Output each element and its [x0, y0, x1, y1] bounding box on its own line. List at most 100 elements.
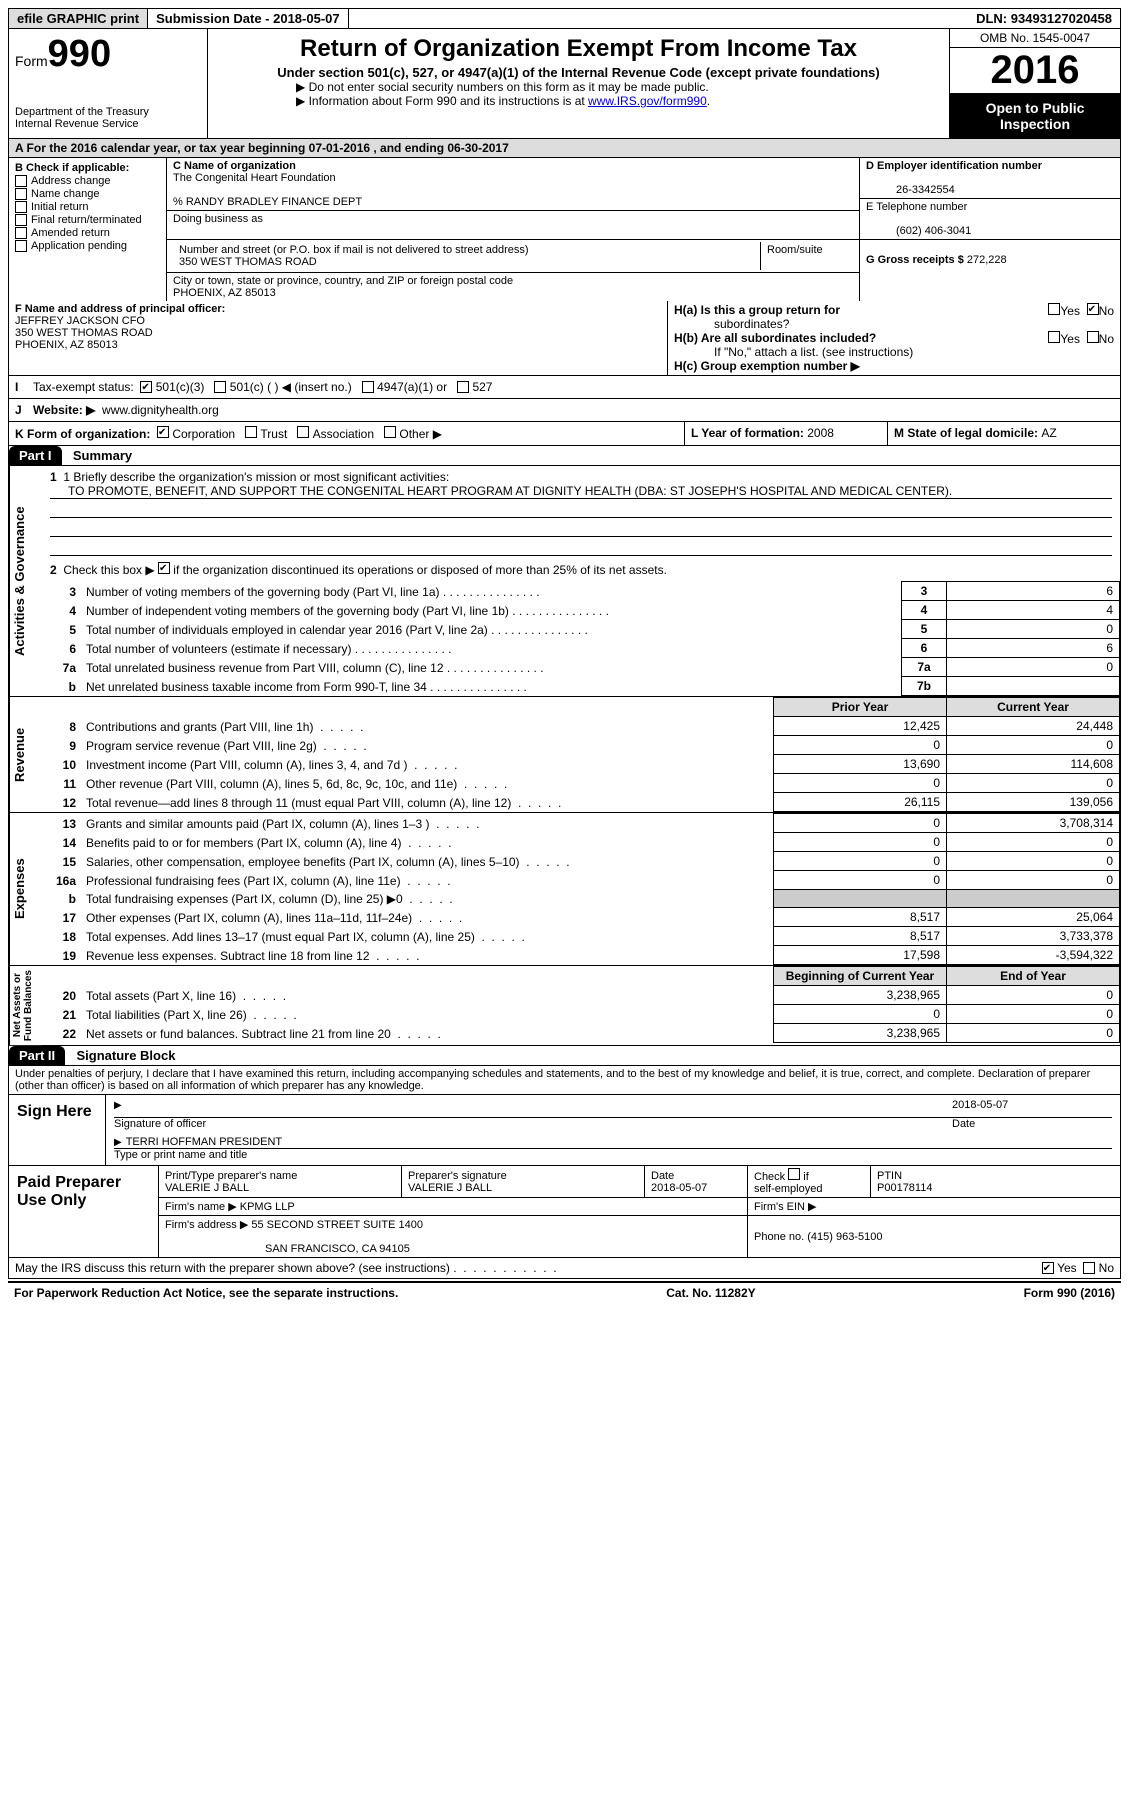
hb2: If "No," attach a list. (see instruction…: [674, 345, 913, 359]
lbl-name: Name change: [31, 188, 100, 200]
firm-addr2: SAN FRANCISCO, CA 94105: [165, 1243, 410, 1255]
col-f-officer: F Name and address of principal officer:…: [9, 301, 668, 375]
section-netassets: Net Assets or Fund Balances Beginning of…: [8, 966, 1121, 1046]
exp-body: 13Grants and similar amounts paid (Part …: [42, 813, 1120, 965]
hdr-current-year: Current Year: [947, 698, 1120, 717]
chk-527[interactable]: [457, 381, 469, 393]
bullet-info: ▶ Information about Form 990 and its ins…: [296, 94, 941, 108]
chk-name-change[interactable]: Name change: [15, 188, 160, 200]
careof: % RANDY BRADLEY FINANCE DEPT: [173, 196, 362, 208]
lbl-initial: Initial return: [31, 201, 88, 213]
exp-table: 13Grants and similar amounts paid (Part …: [42, 813, 1120, 965]
gov-table: 3Number of voting members of the governi…: [42, 581, 1120, 696]
part-i-title: Summary: [65, 448, 132, 463]
lbl-final: Final return/terminated: [31, 214, 142, 226]
open1: Open to Public: [986, 100, 1085, 116]
hb-no[interactable]: [1087, 331, 1099, 343]
spacer: [349, 9, 968, 28]
table-row: 3Number of voting members of the governi…: [42, 582, 1120, 601]
part-ii-tag: Part II: [9, 1046, 65, 1065]
yes2: Yes: [1060, 332, 1080, 346]
efile-print-button[interactable]: efile GRAPHIC print: [9, 9, 148, 28]
lbl-address: Address change: [31, 175, 111, 187]
m-val: AZ: [1041, 426, 1056, 440]
sig-date-val: 2018-05-07: [952, 1099, 1112, 1118]
chk-4947[interactable]: [362, 381, 374, 393]
ha-no[interactable]: [1087, 303, 1099, 315]
open-to-public: Open to Public Inspection: [950, 94, 1120, 138]
table-row: 22Net assets or fund balances. Subtract …: [42, 1024, 1120, 1043]
opt-other: Other ▶: [399, 427, 442, 441]
chk-address-change[interactable]: Address change: [15, 175, 160, 187]
opt-4947: 4947(a)(1) or: [377, 380, 447, 394]
discuss-yes[interactable]: [1042, 1262, 1054, 1274]
discuss-no[interactable]: [1083, 1262, 1095, 1274]
na-header-row: Beginning of Current Year End of Year: [42, 967, 1120, 986]
addr-lbl: Number and street (or P.O. box if mail i…: [179, 244, 529, 256]
chk-final-return[interactable]: Final return/terminated: [15, 214, 160, 226]
table-row: 14Benefits paid to or for members (Part …: [42, 833, 1120, 852]
chk-initial-return[interactable]: Initial return: [15, 201, 160, 213]
chk-assoc[interactable]: [297, 426, 309, 438]
sign-here-block: Sign Here Signature of officer 2018-05-0…: [8, 1095, 1121, 1166]
sig-date-lbl: Date: [952, 1118, 1112, 1130]
opt-trust: Trust: [260, 427, 287, 441]
chk-amended[interactable]: Amended return: [15, 227, 160, 239]
rev-table: Prior Year Current Year 8Contributions a…: [42, 697, 1120, 812]
opt-501c: 501(c) ( ) ◀ (insert no.): [230, 380, 352, 394]
chk-corp[interactable]: [157, 426, 169, 438]
hc-lbl: H(c) Group exemption number ▶: [674, 359, 860, 373]
discuss-text: May the IRS discuss this return with the…: [15, 1261, 450, 1275]
b-header: B Check if applicable:: [15, 162, 160, 174]
prep-date-val: 2018-05-07: [651, 1182, 707, 1194]
phone-lbl: Phone no.: [754, 1231, 807, 1243]
rev-header-row: Prior Year Current Year: [42, 698, 1120, 717]
section-governance: Activities & Governance 1 1 Briefly desc…: [8, 466, 1121, 697]
sig-officer: Signature of officer: [114, 1099, 952, 1130]
dln: DLN: 93493127020458: [968, 9, 1120, 28]
table-row: 6Total number of volunteers (estimate if…: [42, 639, 1120, 658]
dln-label: DLN:: [976, 11, 1011, 26]
c-address-row: Number and street (or P.O. box if mail i…: [167, 240, 859, 273]
irs-link[interactable]: www.IRS.gov/form990: [588, 94, 707, 108]
paid-preparer-label: Paid Preparer Use Only: [9, 1166, 159, 1257]
h-b: H(b) Are all subordinates included? Yes …: [674, 331, 1114, 359]
na-table: Beginning of Current Year End of Year 20…: [42, 966, 1120, 1043]
table-row: 20Total assets (Part X, line 16) . . . .…: [42, 986, 1120, 1005]
ha-yes[interactable]: [1048, 303, 1060, 315]
hb-yn: Yes No: [1048, 331, 1114, 346]
row-a-taxyear: A For the 2016 calendar year, or tax yea…: [8, 139, 1121, 158]
part-ii-header: Part II Signature Block: [8, 1046, 1121, 1066]
firm-name-lbl: Firm's name ▶: [165, 1201, 240, 1213]
l-lbl: L Year of formation:: [691, 426, 807, 440]
k-form-org: K Form of organization: Corporation Trus…: [9, 422, 685, 445]
submission-label: Submission Date -: [156, 11, 273, 26]
table-row: 7aTotal unrelated business revenue from …: [42, 658, 1120, 677]
footer-left: For Paperwork Reduction Act Notice, see …: [14, 1286, 398, 1300]
chk-trust[interactable]: [245, 426, 257, 438]
table-row: 8Contributions and grants (Part VIII, li…: [42, 717, 1120, 736]
chk-discontinued[interactable]: [158, 562, 170, 574]
discuss-yes-lbl: Yes: [1057, 1261, 1077, 1275]
hb-yes[interactable]: [1048, 331, 1060, 343]
firm-addr1: 55 SECOND STREET SUITE 1400: [251, 1219, 423, 1231]
prep-table: Print/Type preparer's nameVALERIE J BALL…: [159, 1166, 1120, 1257]
line1-mission: 1 1 Briefly describe the organization's …: [42, 466, 1120, 581]
firm-addr-lbl: Firm's address ▶: [165, 1219, 251, 1231]
form-title: Return of Organization Exempt From Incom…: [216, 35, 941, 63]
table-row: 9Program service revenue (Part VIII, lin…: [42, 736, 1120, 755]
chk-501c[interactable]: [214, 381, 226, 393]
chk-other[interactable]: [384, 426, 396, 438]
signature-declaration: Under penalties of perjury, I declare th…: [8, 1066, 1121, 1095]
chk-self-employed[interactable]: [788, 1168, 800, 1180]
ha-lbl: H(a) Is this a group return for: [674, 303, 840, 317]
officer-city: PHOENIX, AZ 85013: [15, 339, 118, 351]
h-c: H(c) Group exemption number ▶: [674, 359, 1114, 373]
phone-val: (415) 963-5100: [807, 1231, 882, 1243]
chk-501c3[interactable]: [140, 381, 152, 393]
k-lbl: K Form of organization:: [15, 427, 150, 441]
form-number: Form990: [15, 33, 201, 76]
chk-application-pending[interactable]: Application pending: [15, 240, 160, 252]
firm-phone: Phone no. (415) 963-5100: [748, 1216, 1121, 1258]
gov-body: 1 1 Briefly describe the organization's …: [42, 466, 1120, 696]
